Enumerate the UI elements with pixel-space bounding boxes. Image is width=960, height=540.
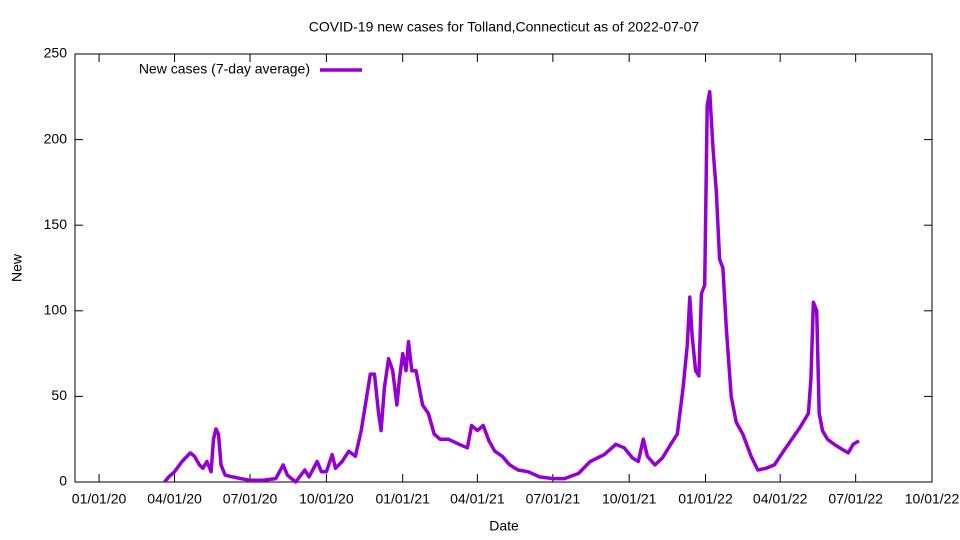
x-tick-label: 07/01/22: [828, 491, 883, 507]
x-axis-label: Date: [489, 518, 519, 534]
y-tick-label: 250: [44, 45, 68, 61]
x-tick-label: 04/01/22: [753, 491, 808, 507]
y-axis-label: New: [9, 253, 25, 282]
x-tick-label: 10/01/22: [905, 491, 960, 507]
x-tick-label: 07/01/21: [526, 491, 581, 507]
plot-border: [74, 53, 933, 483]
legend-label: New cases (7-day average): [139, 61, 310, 77]
y-tick-label: 0: [59, 473, 67, 489]
x-tick-label: 07/01/20: [223, 491, 278, 507]
y-tick-label: 150: [44, 216, 68, 232]
x-tick-label: 10/01/21: [602, 491, 657, 507]
x-tick-label: 01/01/22: [678, 491, 733, 507]
x-tick-label: 04/01/21: [450, 491, 505, 507]
data-line: [163, 89, 860, 484]
y-tick-label: 100: [44, 302, 68, 318]
x-tick-label: 01/01/21: [375, 491, 430, 507]
y-tick-label: 200: [44, 130, 68, 146]
chart-title: COVID-19 new cases for Tolland,Connectic…: [309, 19, 700, 35]
x-tick-label: 01/01/20: [72, 491, 127, 507]
x-tick-label: 04/01/20: [147, 491, 202, 507]
y-tick-label: 50: [51, 387, 67, 403]
x-tick-label: 10/01/20: [299, 491, 354, 507]
